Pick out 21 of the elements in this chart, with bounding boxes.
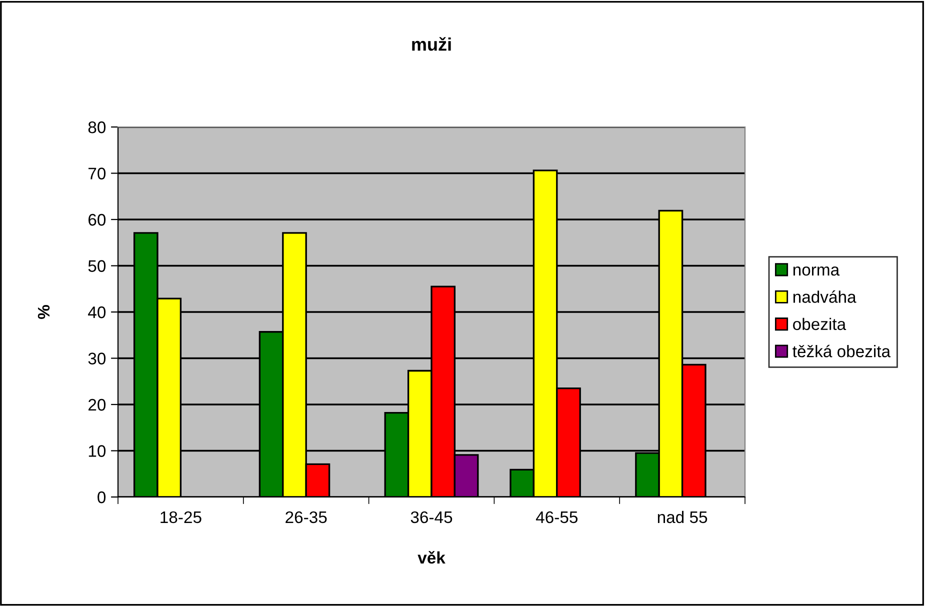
legend-label: těžká obezita xyxy=(792,344,891,358)
chart-title: muži xyxy=(412,37,451,51)
x-tick-label: 18-25 xyxy=(160,511,202,524)
x-tick-label: nad 55 xyxy=(658,510,708,524)
y-tick-label: 60 xyxy=(88,214,106,226)
legend-label: nadváha xyxy=(793,290,856,303)
y-tick-label: 50 xyxy=(88,260,106,272)
y-axis-title: % xyxy=(38,305,50,319)
x-tick-label: 26-35 xyxy=(286,511,327,524)
legend-label: norma xyxy=(793,266,840,276)
y-tick-label: 30 xyxy=(88,352,106,364)
legend-label: obezita xyxy=(793,318,846,330)
y-tick-label: 70 xyxy=(88,168,106,180)
y-tick-label: 20 xyxy=(88,398,106,411)
x-tick-label: 46-55 xyxy=(536,511,578,524)
x-axis-title: věk xyxy=(418,551,446,564)
y-tick-label: 40 xyxy=(88,306,106,318)
y-tick-label: 10 xyxy=(88,445,106,457)
y-tick-label: 80 xyxy=(88,121,106,134)
y-tick-label: 0 xyxy=(98,491,106,504)
x-tick-label: 36-45 xyxy=(410,511,452,524)
